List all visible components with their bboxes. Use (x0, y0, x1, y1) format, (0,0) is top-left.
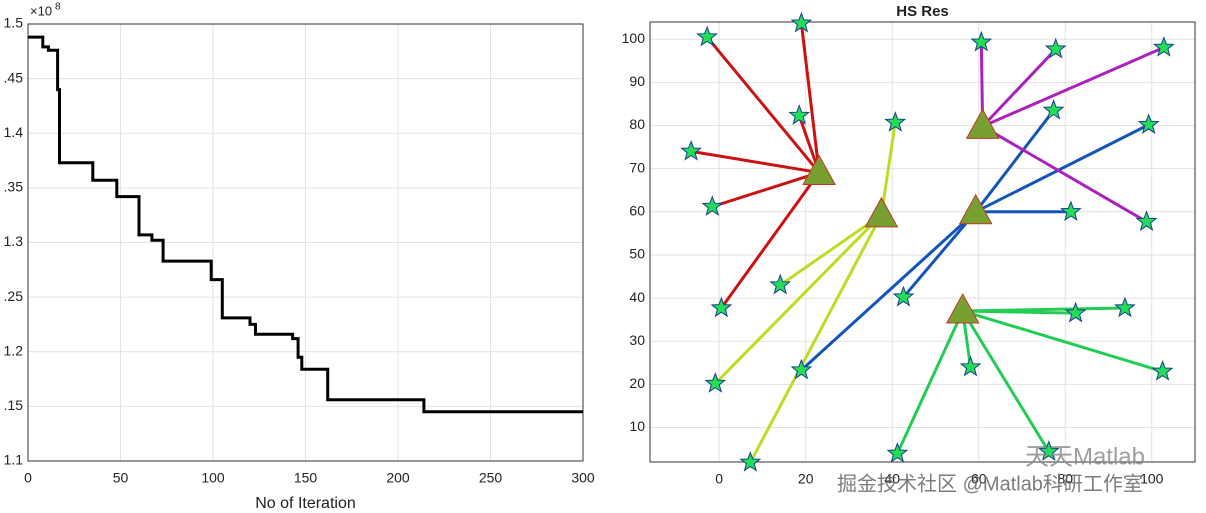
customer-star (1114, 296, 1136, 318)
customer-star (680, 139, 702, 161)
customer-star (1042, 98, 1065, 120)
customer-star (790, 358, 813, 380)
watermark: 掘金技术社区 @Matlab科研工作室 (837, 472, 1143, 495)
customer-star (696, 25, 718, 47)
y-multiplier: ×10 (30, 3, 52, 18)
y-tick-label: 1.3 (4, 233, 24, 249)
customer-star (739, 450, 762, 472)
customer-star (790, 11, 813, 33)
y-tick-label: .15 (4, 397, 24, 413)
link-line (974, 109, 1055, 213)
link-line (896, 310, 965, 454)
link-line (982, 46, 1165, 128)
x-tick-label: 100 (1140, 471, 1164, 487)
link-line (705, 36, 821, 174)
center-triangle (965, 108, 1000, 139)
y-tick-label: 1.2 (4, 342, 24, 358)
y-tick-label: 10 (629, 418, 645, 434)
y-tick-label: .45 (4, 69, 24, 85)
y-tick-label: .35 (4, 179, 24, 195)
customer-star (970, 30, 993, 52)
chart-title: HS Res (896, 3, 949, 20)
convergence-chart: 0 50 100 150 200 250 300 1.1 .15 1.2 .25 1.3 .35 1.4.… (4, 2, 595, 513)
y-tick-label: 90 (629, 73, 645, 89)
customer-star (1135, 210, 1158, 231)
link-line (720, 171, 821, 309)
y-tick-label: 1.5 (4, 15, 24, 31)
y-tick-label: 50 (629, 246, 645, 262)
watermark: 天天Matlab (1025, 443, 1145, 470)
customer-star (769, 273, 792, 295)
link-line (800, 210, 977, 372)
link-line (799, 23, 821, 173)
link-line (975, 123, 1150, 214)
x-tick-label: 250 (479, 470, 503, 486)
plot-frame (27, 23, 584, 462)
link-line (714, 213, 883, 385)
link-line (981, 125, 1148, 224)
center-triangle (802, 154, 836, 186)
x-tick-label: 40 (884, 471, 900, 487)
customer-star (1152, 36, 1175, 57)
customer-star (788, 104, 811, 125)
link-line (711, 171, 820, 209)
y-tick-label: .25 (4, 288, 24, 304)
customer-star (1044, 37, 1067, 59)
customer-star (1137, 113, 1160, 134)
y-tick-label: 100 (622, 30, 646, 46)
link-line (879, 122, 897, 216)
x-tick-label: 150 (294, 470, 318, 486)
customer-star (1064, 301, 1087, 323)
customer-star (892, 285, 915, 307)
y-tick-label: 20 (629, 375, 645, 391)
x-tick-label: 200 (386, 470, 410, 486)
x-tick-label: 300 (571, 470, 595, 486)
convergence-line (28, 35, 583, 414)
x-axis-label: No of Iteration (255, 495, 356, 512)
plot-frame (649, 21, 1196, 463)
y-tick-label: 1.1 (4, 452, 24, 468)
cluster-chart: 0 20 40 60 80 100 10 20 30 40 50 60 70 80 90 100 HS Res (622, 3, 1196, 487)
center-triangle (864, 196, 899, 228)
center-triangle (958, 193, 993, 225)
customer-star (1037, 440, 1060, 461)
link-line (962, 309, 1163, 373)
x-tick-label: 20 (798, 471, 814, 487)
customer-star (701, 195, 724, 216)
plot-area (650, 22, 1195, 462)
x-tick-label: 80 (1057, 471, 1073, 487)
customer-star (1151, 359, 1174, 381)
customer-star (959, 355, 982, 377)
customer-star (710, 296, 733, 318)
link-line (690, 149, 820, 175)
link-line (779, 213, 883, 287)
link-line (981, 48, 1057, 128)
customer-star (704, 372, 727, 393)
customer-star (1060, 200, 1082, 222)
x-tick-label: 0 (24, 470, 32, 486)
y-tick-label: 70 (629, 159, 645, 175)
customer-star (884, 111, 907, 132)
y-tick-label: 80 (629, 116, 645, 132)
y-multiplier-exp: 8 (55, 2, 61, 13)
center-triangle (945, 292, 980, 324)
link-line (902, 210, 977, 299)
y-tick-label: 1.4 (4, 124, 24, 140)
x-tick-label: 0 (715, 471, 723, 487)
link-line (962, 306, 1125, 313)
link-line (749, 214, 883, 464)
x-tick-label: 50 (113, 470, 129, 486)
y-tick-label: 60 (629, 203, 645, 219)
y-tick-label: 30 (629, 332, 645, 348)
x-tick-label: 60 (971, 471, 987, 487)
y-tick-label: 40 (629, 289, 645, 305)
x-tick-label: 100 (201, 470, 225, 486)
customer-star (886, 441, 909, 463)
link-line (961, 310, 1051, 453)
